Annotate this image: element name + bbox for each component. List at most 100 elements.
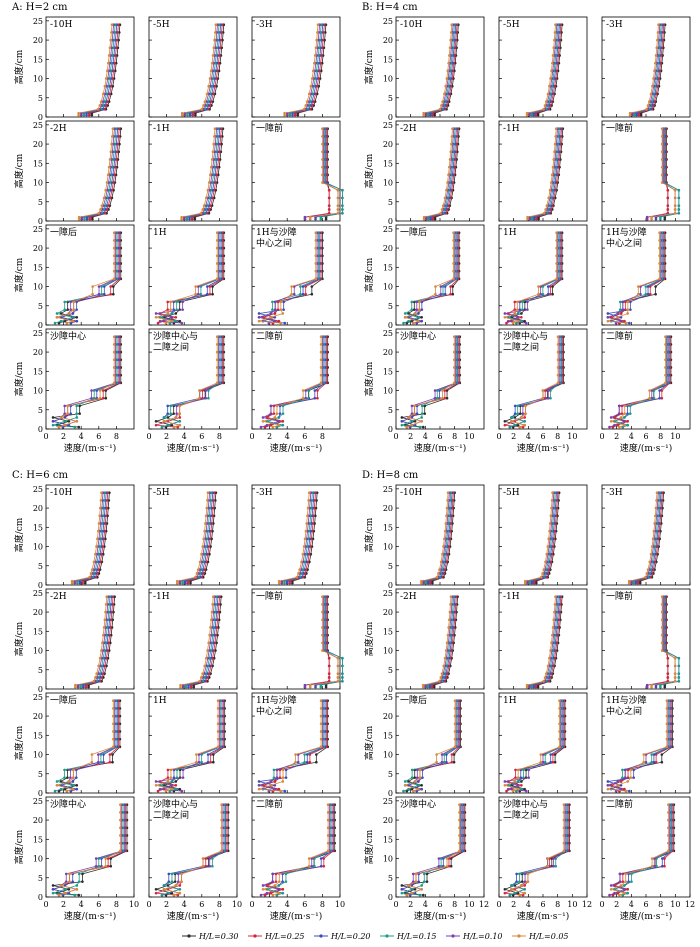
- series-point: [310, 285, 314, 288]
- series-point: [606, 319, 610, 323]
- series-point: [544, 560, 547, 564]
- series-point: [341, 204, 344, 207]
- subplot-label: -2H: [400, 124, 417, 134]
- series-point: [273, 784, 277, 787]
- series-point: [551, 626, 555, 629]
- series-point: [438, 568, 441, 571]
- subplot-label: 沙障中心: [50, 330, 86, 342]
- series-point: [660, 603, 664, 606]
- series-point: [215, 350, 219, 354]
- series-point: [645, 572, 649, 575]
- x-tick-label: 10: [670, 432, 680, 441]
- subplot-label: -5H: [153, 20, 170, 30]
- series-point: [526, 215, 529, 219]
- subplot: -1H: [148, 120, 238, 222]
- series-point: [96, 529, 100, 533]
- subplot-label: 二障之间: [153, 341, 189, 353]
- series-point: [520, 780, 523, 783]
- series-point: [181, 768, 185, 772]
- series-point: [420, 416, 423, 419]
- series-point: [543, 676, 547, 679]
- series-point: [449, 150, 453, 154]
- series-point: [440, 672, 444, 675]
- series-point: [526, 308, 529, 311]
- series-point: [314, 217, 317, 221]
- series-point: [646, 292, 650, 296]
- series-point: [654, 292, 657, 296]
- series-point: [624, 321, 628, 325]
- series-point: [341, 680, 344, 683]
- series-point: [513, 300, 517, 304]
- series-point: [154, 316, 158, 319]
- series-point: [528, 217, 532, 221]
- series-point: [535, 217, 538, 221]
- series-point: [297, 572, 300, 575]
- y-tick-label: 10: [383, 751, 393, 760]
- series-point: [420, 404, 424, 408]
- series-point: [180, 321, 184, 325]
- y-tick-label: 10: [33, 855, 43, 864]
- series-point: [154, 423, 158, 427]
- series-point: [327, 208, 331, 211]
- series-point: [281, 768, 285, 772]
- y-tick-label: 10: [383, 283, 393, 292]
- series-point: [515, 300, 519, 304]
- series-point: [189, 581, 192, 585]
- series-point: [434, 292, 437, 296]
- series-point: [174, 884, 178, 887]
- series-point: [278, 412, 282, 415]
- series-point: [649, 92, 653, 96]
- series-point: [63, 308, 66, 311]
- series-point: [431, 217, 435, 221]
- series-point: [405, 425, 409, 429]
- series-point: [201, 864, 205, 868]
- series-point: [316, 31, 319, 34]
- series-point: [154, 312, 158, 315]
- series-point: [166, 312, 170, 315]
- series-point: [303, 683, 307, 687]
- series-point: [180, 215, 183, 219]
- series-point: [111, 127, 115, 130]
- series-point: [536, 113, 540, 117]
- series-point: [188, 217, 191, 221]
- series-point: [73, 893, 77, 897]
- subplot-label: 1H: [503, 228, 517, 238]
- series-point: [271, 893, 275, 897]
- x-tick-label: 2: [511, 432, 516, 441]
- series-point: [279, 789, 283, 793]
- series-point: [503, 312, 507, 315]
- y-tick-label: 0: [38, 321, 43, 330]
- series-point: [112, 730, 115, 733]
- series-point: [321, 603, 324, 606]
- series-point: [308, 683, 312, 687]
- series-point: [97, 292, 101, 296]
- series-point: [97, 522, 101, 525]
- y-tick-label: 5: [38, 302, 43, 311]
- series-point: [273, 300, 277, 304]
- y-tick-label: 0: [38, 893, 43, 902]
- series-point: [541, 292, 545, 296]
- series-point: [608, 425, 611, 429]
- series-point: [314, 46, 318, 50]
- series-point: [154, 784, 158, 787]
- series-point: [198, 389, 201, 392]
- series-point: [547, 537, 551, 541]
- y-tick-label: 20: [383, 348, 393, 357]
- series-point: [178, 888, 182, 891]
- plot-frame: [498, 16, 588, 118]
- series-point: [413, 780, 417, 783]
- series-point: [532, 113, 536, 117]
- x-tick-label: 2: [164, 432, 169, 441]
- series-point: [660, 389, 664, 392]
- x-tick-label: 6: [437, 432, 442, 441]
- series-point: [650, 545, 654, 548]
- subplot: -5H: [498, 16, 588, 118]
- series-point: [628, 404, 632, 408]
- series-point: [196, 292, 200, 296]
- series-point: [415, 412, 419, 415]
- series-point: [653, 514, 657, 518]
- series-point: [220, 849, 223, 853]
- series-point: [271, 425, 275, 429]
